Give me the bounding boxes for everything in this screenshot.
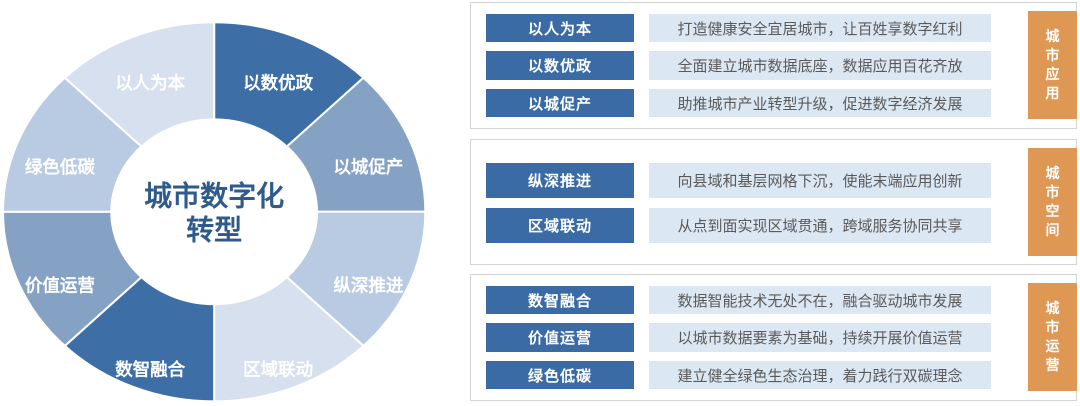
svg-text:绿色低碳: 绿色低碳 <box>25 157 95 177</box>
svg-text:数智融合: 数智融合 <box>115 360 185 380</box>
svg-text:以城促产: 以城促产 <box>333 157 403 177</box>
svg-text:价值运营: 价值运营 <box>25 276 95 296</box>
svg-text:以数优政: 以数优政 <box>243 73 313 93</box>
svg-text:以人为本: 以人为本 <box>115 73 185 93</box>
svg-text:纵深推进: 纵深推进 <box>333 276 403 296</box>
svg-text:城市数字化: 城市数字化 <box>144 179 284 211</box>
svg-text:转型: 转型 <box>186 214 242 245</box>
svg-text:区域联动: 区域联动 <box>243 360 313 380</box>
